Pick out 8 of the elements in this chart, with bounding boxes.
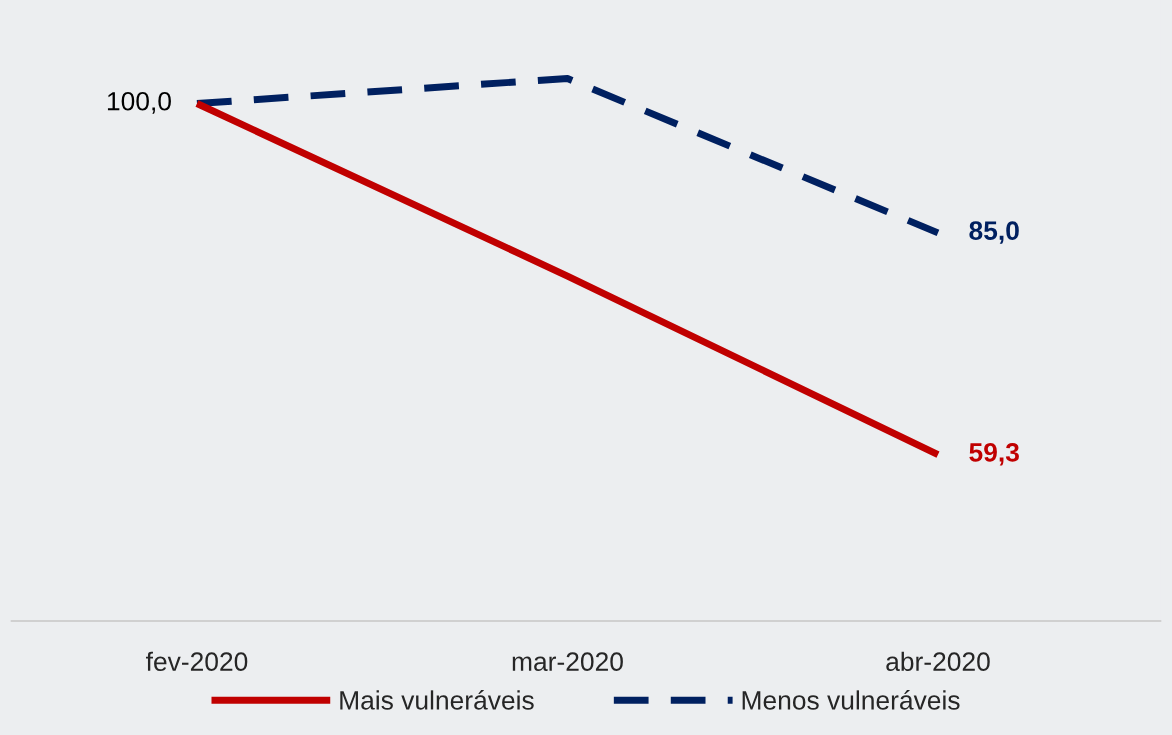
data-label: 100,0	[107, 91, 171, 114]
data-label: 59,3	[969, 442, 1019, 466]
data-label: 85,0	[969, 221, 1019, 244]
x-tick-label: abr-2020	[886, 651, 990, 672]
legend-label: Mais vulneráveis	[340, 690, 534, 710]
legend-label: Menos vulneráveis	[742, 690, 960, 710]
x-tick-label: fev-2020	[146, 651, 248, 672]
x-tick-label: mar-2020	[512, 652, 623, 672]
